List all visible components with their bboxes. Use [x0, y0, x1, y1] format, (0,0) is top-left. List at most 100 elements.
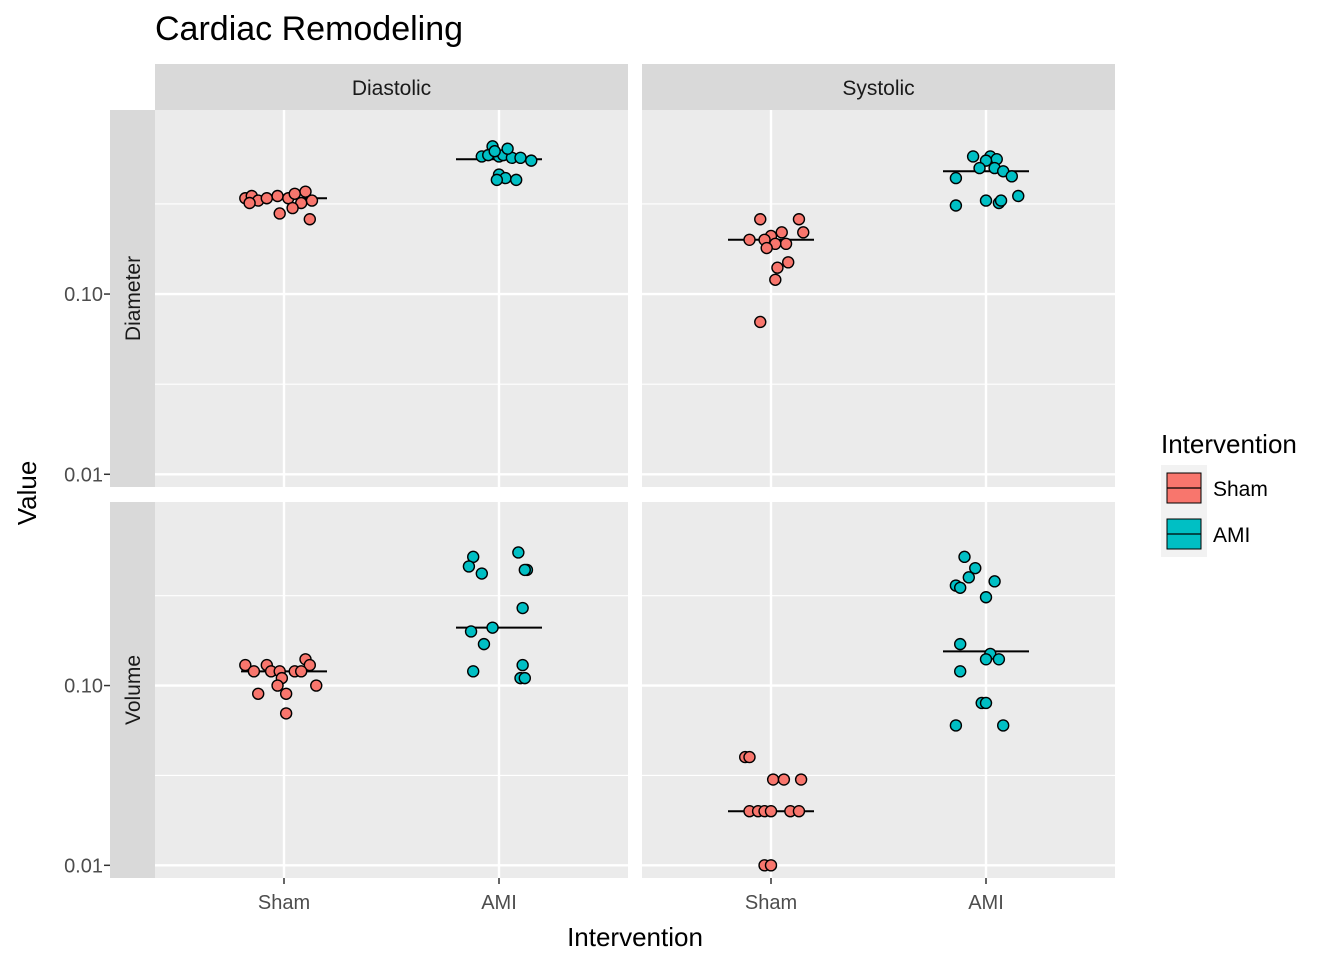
row-strip: [110, 110, 155, 487]
data-point: [514, 151, 527, 165]
data-point: [271, 189, 284, 203]
data-point: [743, 750, 756, 764]
data-point: [286, 201, 299, 215]
data-point: [243, 196, 256, 210]
data-point: [303, 213, 316, 226]
data-point: [969, 561, 982, 575]
data-point: [467, 665, 480, 678]
data-point: [490, 173, 504, 187]
data-point: [754, 213, 767, 226]
x-tick-label: Sham: [258, 892, 310, 914]
column-strip-label: Diastolic: [352, 77, 431, 100]
data-point: [279, 687, 293, 700]
data-point: [1005, 170, 1018, 183]
data-point: [966, 150, 980, 163]
data-point: [771, 261, 784, 274]
data-point: [973, 161, 986, 175]
data-point: [792, 805, 806, 818]
data-point: [954, 581, 967, 594]
data-point: [260, 192, 273, 205]
data-point: [743, 233, 756, 246]
row-strip: [110, 502, 155, 878]
data-point: [979, 591, 993, 604]
data-point: [979, 696, 993, 710]
data-point: [764, 859, 778, 872]
data-point: [792, 213, 806, 226]
data-point: [486, 621, 499, 634]
data-point: [247, 665, 261, 678]
y-tick-label: 0.10: [64, 284, 103, 306]
row-strip-label: Volume: [122, 655, 145, 725]
legend: Intervention Sham AMI: [1161, 429, 1297, 557]
data-point: [775, 226, 788, 239]
data-point: [477, 637, 491, 651]
data-point: [962, 571, 975, 584]
data-point: [766, 773, 780, 786]
y-tick-label: 0.01: [64, 464, 103, 486]
y-axis-title: Value: [12, 461, 42, 526]
data-point: [464, 625, 478, 638]
data-point: [782, 256, 795, 269]
panel-background: [155, 502, 628, 878]
legend-label: Sham: [1213, 478, 1268, 501]
data-point: [305, 194, 319, 207]
data-point: [295, 665, 308, 678]
data-point: [994, 194, 1008, 207]
data-point: [525, 154, 538, 167]
data-point: [516, 601, 529, 615]
data-point: [475, 567, 488, 580]
data-point: [769, 273, 782, 286]
y-tick-label: 0.10: [64, 676, 103, 698]
data-point: [992, 653, 1006, 666]
x-tick-label: AMI: [481, 892, 517, 914]
data-point: [516, 658, 529, 672]
data-point: [979, 653, 993, 666]
data-point: [1012, 189, 1025, 203]
data-point: [310, 679, 323, 692]
data-point: [777, 773, 791, 786]
data-point: [510, 173, 523, 187]
data-point: [958, 550, 971, 564]
data-point: [988, 575, 1001, 588]
data-point: [462, 560, 476, 573]
data-point: [764, 805, 778, 818]
x-tick-label: Sham: [745, 892, 797, 914]
legend-title: Intervention: [1161, 429, 1297, 459]
data-point: [501, 142, 514, 155]
data-point: [949, 719, 963, 732]
data-point: [794, 773, 808, 786]
data-point: [997, 719, 1010, 732]
legend-label: AMI: [1213, 524, 1250, 547]
x-axis-title: Intervention: [567, 922, 703, 952]
data-point: [979, 194, 993, 207]
data-point: [797, 226, 810, 239]
panel-background: [642, 110, 1115, 487]
data-point: [949, 199, 963, 212]
y-tick-label: 0.01: [64, 855, 103, 877]
column-strip: [642, 64, 1115, 110]
data-point: [954, 665, 967, 678]
data-point: [754, 315, 767, 329]
data-point: [279, 707, 293, 720]
data-point: [273, 207, 286, 220]
data-point: [954, 637, 967, 651]
column-strip-label: Systolic: [842, 77, 914, 100]
panel-background: [155, 110, 628, 487]
data-point: [239, 658, 252, 672]
chart-title: Cardiac Remodeling: [155, 10, 463, 48]
data-point: [949, 171, 963, 185]
data-point: [303, 658, 316, 672]
column-strip: [155, 64, 628, 110]
data-point: [299, 185, 312, 198]
data-point: [271, 679, 284, 692]
data-point: [252, 687, 265, 700]
data-point: [518, 563, 531, 577]
row-strip-label: Diameter: [122, 256, 145, 341]
data-point: [760, 241, 773, 255]
data-point: [779, 237, 793, 251]
x-tick-label: AMI: [968, 892, 1004, 914]
data-point: [518, 671, 531, 685]
panel-background: [642, 502, 1115, 878]
